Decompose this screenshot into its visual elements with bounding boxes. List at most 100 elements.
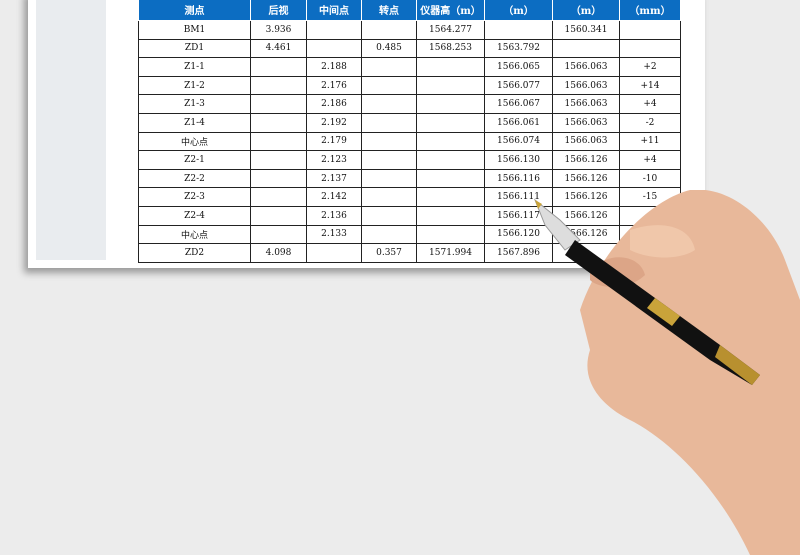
table-cell[interactable] [250, 112, 307, 133]
table-cell[interactable] [250, 57, 307, 77]
table-cell[interactable] [416, 57, 485, 77]
table-cell[interactable]: Z2-2 [138, 168, 251, 189]
table-cell[interactable] [361, 94, 417, 114]
table-cell[interactable]: 1560.341 [552, 20, 620, 40]
table-cell[interactable] [361, 20, 417, 40]
margin-block [36, 0, 106, 260]
table-cell[interactable] [416, 205, 485, 226]
table-cell[interactable] [361, 57, 417, 77]
table-cell[interactable] [416, 112, 485, 133]
table-cell[interactable]: 1563.792 [484, 38, 553, 59]
table-cell[interactable]: 1566.077 [484, 75, 553, 96]
table-cell[interactable] [416, 224, 485, 245]
table-cell[interactable]: +4 [619, 150, 681, 170]
table-cell[interactable]: Z2-1 [138, 150, 251, 170]
table-cell[interactable] [361, 112, 417, 133]
table-cell[interactable]: 1566.063 [552, 75, 620, 96]
table-cell[interactable]: +14 [619, 75, 681, 96]
table-cell[interactable] [361, 150, 417, 170]
table-cell[interactable]: 2.192 [306, 112, 362, 133]
table-cell[interactable]: Z2-3 [138, 187, 251, 207]
table-cell[interactable]: 1566.130 [484, 150, 553, 170]
table-cell[interactable]: -2 [619, 112, 681, 133]
table-cell[interactable] [416, 75, 485, 96]
table-row: Z1-1 2.188 1566.065 1566.063 +2 [138, 57, 681, 77]
table-cell[interactable] [484, 20, 553, 40]
table-cell[interactable]: 3.936 [250, 20, 307, 40]
table-cell[interactable] [250, 150, 307, 170]
table-cell[interactable] [416, 168, 485, 189]
table-cell[interactable]: Z1-2 [138, 75, 251, 96]
table-cell[interactable]: 2.188 [306, 57, 362, 77]
table-cell[interactable] [619, 20, 681, 40]
table-cell[interactable]: Z1-1 [138, 57, 251, 77]
table-cell[interactable] [306, 243, 362, 263]
table-cell[interactable]: 1566.065 [484, 57, 553, 77]
table-cell[interactable]: Z1-4 [138, 112, 251, 133]
table-cell[interactable]: Z2-4 [138, 205, 251, 226]
table-cell[interactable]: 1566.067 [484, 94, 553, 114]
table-cell[interactable]: 0.485 [361, 38, 417, 59]
table-cell[interactable]: 1566.063 [552, 94, 620, 114]
table-cell[interactable]: 1566.116 [484, 168, 553, 189]
table-cell[interactable] [619, 38, 681, 59]
table-cell[interactable]: 1566.126 [552, 150, 620, 170]
table-cell[interactable] [250, 224, 307, 245]
table-cell[interactable]: 0.357 [361, 243, 417, 263]
table-row: BM1 3.936 1564.277 1560.341 [138, 20, 681, 40]
table-cell[interactable]: 2.136 [306, 205, 362, 226]
table-cell[interactable]: 2.137 [306, 168, 362, 189]
table-cell[interactable]: 2.123 [306, 150, 362, 170]
table-cell[interactable]: ZD2 [138, 243, 251, 263]
table-cell[interactable] [306, 38, 362, 59]
table-cell[interactable] [361, 131, 417, 152]
table-cell[interactable]: Z1-3 [138, 94, 251, 114]
table-row: 中心点 2.179 1566.074 1566.063 +11 [138, 131, 681, 152]
table-cell[interactable]: 2.186 [306, 94, 362, 114]
table-cell[interactable]: 2.179 [306, 131, 362, 152]
table-cell[interactable] [361, 187, 417, 207]
table-cell[interactable]: 1564.277 [416, 20, 485, 40]
column-header: 仪器高（m） [416, 0, 485, 21]
table-cell[interactable] [416, 131, 485, 152]
table-cell[interactable]: 2.133 [306, 224, 362, 245]
table-cell[interactable]: 1566.063 [552, 112, 620, 133]
table-cell[interactable] [250, 75, 307, 96]
table-cell[interactable]: +11 [619, 131, 681, 152]
table-cell[interactable]: 1566.126 [552, 168, 620, 189]
table-cell[interactable]: 1566.074 [484, 131, 553, 152]
table-cell[interactable]: 2.176 [306, 75, 362, 96]
table-cell[interactable]: -10 [619, 168, 681, 189]
table-cell[interactable] [250, 187, 307, 207]
table-cell[interactable] [416, 150, 485, 170]
column-header: 转点 [361, 0, 417, 21]
table-cell[interactable]: 1568.253 [416, 38, 485, 59]
table-cell[interactable]: 中心点 [138, 224, 251, 245]
column-header: 测点 [138, 0, 251, 21]
table-cell[interactable]: 4.098 [250, 243, 307, 263]
table-cell[interactable] [361, 75, 417, 96]
table-cell[interactable]: 2.142 [306, 187, 362, 207]
table-cell[interactable]: ZD1 [138, 38, 251, 59]
table-cell[interactable]: 1566.061 [484, 112, 553, 133]
table-cell[interactable] [306, 20, 362, 40]
table-cell[interactable]: 4.461 [250, 38, 307, 59]
table-cell[interactable] [250, 168, 307, 189]
table-cell[interactable] [416, 187, 485, 207]
table-cell[interactable]: +4 [619, 94, 681, 114]
table-cell[interactable]: 1566.063 [552, 57, 620, 77]
table-cell[interactable] [361, 224, 417, 245]
table-cell[interactable] [250, 131, 307, 152]
table-row: Z2-4 2.136 1566.117 1566.126 [138, 205, 681, 226]
table-cell[interactable] [416, 94, 485, 114]
table-cell[interactable] [361, 205, 417, 226]
table-cell[interactable]: BM1 [138, 20, 251, 40]
table-cell[interactable] [250, 94, 307, 114]
table-cell[interactable]: 中心点 [138, 131, 251, 152]
table-cell[interactable] [552, 38, 620, 59]
table-cell[interactable]: +2 [619, 57, 681, 77]
table-cell[interactable] [361, 168, 417, 189]
table-cell[interactable] [250, 205, 307, 226]
table-cell[interactable]: 1566.063 [552, 131, 620, 152]
table-cell[interactable]: 1571.994 [416, 243, 485, 263]
